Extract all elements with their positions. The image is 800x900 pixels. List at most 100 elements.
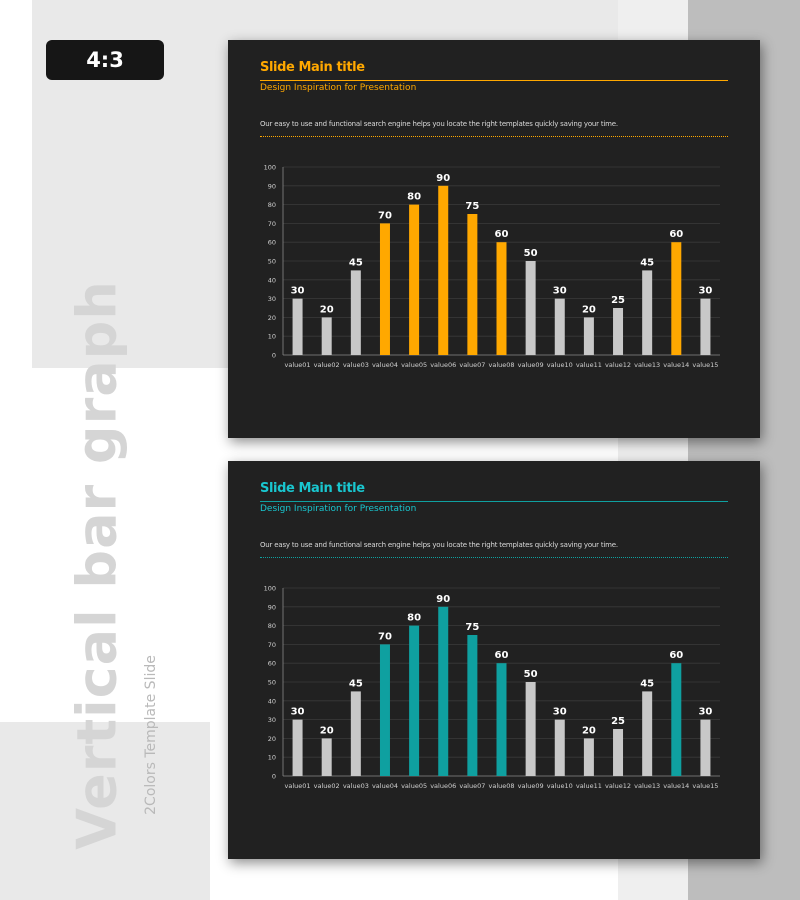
data-label: 45 [349,678,363,689]
side-title: Vertical bar graph [65,280,129,850]
data-label: 50 [524,669,538,680]
x-tick-label: value05 [401,361,427,369]
x-tick-label: value03 [343,782,369,790]
x-tick-label: value02 [314,361,340,369]
slide-title: Slide Main title [260,481,365,496]
y-tick-label: 70 [268,220,276,228]
bar [350,270,361,355]
x-tick-label: value14 [663,782,689,790]
bar [583,738,594,776]
x-tick-label: value13 [634,361,660,369]
x-tick-label: value06 [430,361,456,369]
y-tick-label: 20 [268,314,276,322]
data-label: 90 [436,594,450,605]
bar [467,214,478,355]
slide-subtitle: Design Inspiration for Presentation [260,504,417,514]
x-tick-label: value04 [372,361,398,369]
x-tick-label: value10 [547,782,573,790]
data-label: 20 [582,725,596,736]
y-tick-label: 90 [268,182,276,190]
x-tick-label: value01 [285,361,311,369]
y-tick-label: 60 [268,239,276,247]
bar [583,317,594,355]
data-label: 45 [640,257,654,268]
y-tick-label: 0 [272,352,276,360]
y-tick-label: 80 [268,622,276,630]
data-label: 60 [495,650,509,661]
y-tick-label: 40 [268,697,276,705]
x-tick-label: value15 [692,782,718,790]
x-tick-label: value07 [459,361,485,369]
x-tick-label: value04 [372,782,398,790]
y-tick-label: 30 [268,716,276,724]
data-label: 20 [320,725,334,736]
data-label: 80 [407,192,421,203]
y-tick-label: 70 [268,641,276,649]
y-tick-label: 100 [264,585,276,593]
x-tick-label: value15 [692,361,718,369]
bar [438,185,449,355]
bar-chart-orange: 0 10 20 30 40 50 60 70 80 90 100 30 value01 20 value02… [264,164,720,369]
x-tick-label: value12 [605,782,631,790]
slide-title: Slide Main title [260,60,365,75]
bar [613,308,624,355]
x-tick-label: value08 [488,782,514,790]
bar [525,682,536,776]
bar [700,298,711,355]
data-label: 60 [669,229,683,240]
slide-description: Our easy to use and functional search en… [260,541,618,549]
x-tick-label: value03 [343,361,369,369]
data-label: 20 [320,304,334,315]
x-tick-label: value08 [488,361,514,369]
bar [409,625,420,776]
data-label: 30 [698,286,712,297]
bar [379,644,390,776]
x-tick-label: value11 [576,782,602,790]
y-tick-label: 10 [268,333,276,341]
bar [613,729,624,776]
bar [438,606,449,776]
data-label: 45 [640,678,654,689]
data-label: 70 [378,210,392,221]
x-tick-label: value05 [401,782,427,790]
x-tick-label: value02 [314,782,340,790]
x-tick-label: value09 [518,361,544,369]
x-tick-label: value10 [547,361,573,369]
y-tick-label: 40 [268,276,276,284]
bar [671,663,682,776]
data-label: 25 [611,295,625,306]
bar [496,242,507,355]
y-tick-label: 20 [268,735,276,743]
bar [642,270,653,355]
x-tick-label: value01 [285,782,311,790]
data-label: 70 [378,631,392,642]
y-tick-label: 10 [268,754,276,762]
bar [671,242,682,355]
bar [496,663,507,776]
background-panel-bottom [0,722,210,900]
y-tick-label: 60 [268,660,276,668]
data-label: 75 [465,201,479,212]
x-tick-label: value13 [634,782,660,790]
slide-subtitle: Design Inspiration for Presentation [260,83,417,93]
bar [409,204,420,355]
slide-orange: 0 10 20 30 40 50 60 70 80 90 100 30 value01 20 value02… [228,40,760,438]
bar [379,223,390,355]
bar [321,317,332,355]
description-divider [260,557,728,558]
bar [525,261,536,355]
y-tick-label: 30 [268,295,276,303]
data-label: 30 [291,286,305,297]
data-label: 60 [669,650,683,661]
x-tick-label: value11 [576,361,602,369]
y-tick-label: 50 [268,679,276,687]
data-label: 20 [582,304,596,315]
bar [321,738,332,776]
title-divider [260,501,728,502]
y-tick-label: 90 [268,603,276,611]
title-divider [260,80,728,81]
bar [292,719,303,776]
bar [467,635,478,776]
data-label: 50 [524,248,538,259]
y-tick-label: 80 [268,201,276,209]
